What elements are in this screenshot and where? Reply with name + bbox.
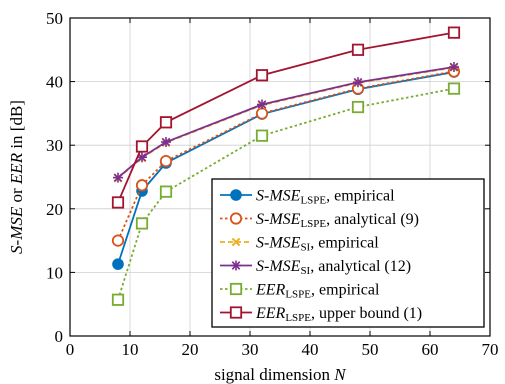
series-4-point	[137, 152, 147, 163]
x-tick-label: 10	[122, 340, 139, 359]
x-tick-label: 0	[66, 340, 75, 359]
legend-marker	[229, 306, 243, 319]
plot-frame	[69, 17, 491, 337]
series-4	[113, 61, 459, 183]
series-1-point	[112, 258, 124, 270]
x-tick-label: 50	[362, 340, 379, 359]
y-tick-label: 40	[46, 73, 63, 92]
series-2-point	[255, 107, 269, 120]
series-6-point	[135, 140, 149, 153]
legend-label: EERLSPE, upper bound (1)	[255, 305, 422, 324]
series-6-point	[159, 116, 173, 129]
legend-marker	[229, 282, 243, 296]
series-6-point	[447, 26, 461, 39]
series-5-point	[447, 82, 461, 95]
y-tick-label: 0	[55, 327, 64, 346]
series-6	[111, 26, 461, 209]
series-5-point	[255, 129, 269, 142]
series-4-point	[257, 99, 267, 110]
series-4-point	[449, 61, 459, 72]
legend-marker	[229, 212, 243, 225]
y-tick-label: 50	[46, 9, 63, 28]
legend-label: S-MSELSPE, analytical (9)	[256, 211, 419, 230]
legend-label: S-MSELSPE, empirical	[256, 188, 395, 207]
series-2-line	[117, 70, 455, 241]
y-tick-label: 10	[46, 263, 63, 282]
series-6-line	[117, 31, 455, 203]
legend-item-1: S-MSELSPE, empirical	[220, 188, 395, 207]
series-layer	[111, 26, 461, 306]
legend-label: S-MSESI, empirical	[256, 235, 379, 254]
legend-item-4: S-MSESI, analytical (12)	[220, 258, 411, 277]
series-5-point	[159, 185, 173, 198]
x-tick-label: 20	[182, 340, 199, 359]
ticks: 0 10 20 30 40 50 60 70 0 10 20 30 40 50	[46, 9, 499, 359]
series-2-point	[159, 155, 173, 168]
series-4-point	[353, 77, 363, 88]
legend-marker	[231, 237, 241, 247]
x-tick-label: 30	[242, 340, 259, 359]
series-5-point	[351, 100, 365, 114]
y-tick-label: 20	[46, 200, 63, 219]
legend: S-MSELSPE, empirical S-MSELSPE, analytica…	[211, 178, 485, 328]
legend-label: S-MSESI, analytical (12)	[256, 258, 411, 277]
series-4-point	[113, 172, 123, 183]
series-6-point	[255, 69, 269, 82]
series-5-point	[135, 217, 149, 230]
y-tick-label: 30	[46, 136, 63, 155]
legend-box	[211, 178, 485, 328]
series-6-point	[351, 43, 365, 56]
x-axis-label: signal dimension N	[214, 365, 347, 384]
series-2-point	[111, 234, 125, 247]
series-5-line	[117, 87, 455, 301]
legend-marker	[230, 189, 242, 201]
series-5	[111, 82, 461, 306]
legend-label: EERLSPE, empirical	[255, 282, 380, 301]
y-axis-label: S-MSE or EER in [dB]	[7, 100, 26, 254]
x-tick-label: 40	[302, 340, 319, 359]
x-tick-label: 60	[422, 340, 439, 359]
series-4-point	[161, 137, 171, 148]
series-5-point	[111, 293, 125, 306]
legend-item-6: EERLSPE, upper bound (1)	[220, 305, 422, 324]
x-tick-label: 70	[482, 340, 499, 359]
series-2-point	[135, 179, 149, 192]
series-6-point	[111, 196, 125, 209]
legend-item-5: EERLSPE, empirical	[220, 282, 380, 301]
legend-item-2: S-MSELSPE, analytical (9)	[220, 211, 419, 230]
legend-marker	[231, 260, 241, 271]
legend-item-3: S-MSESI, empirical	[220, 235, 379, 254]
